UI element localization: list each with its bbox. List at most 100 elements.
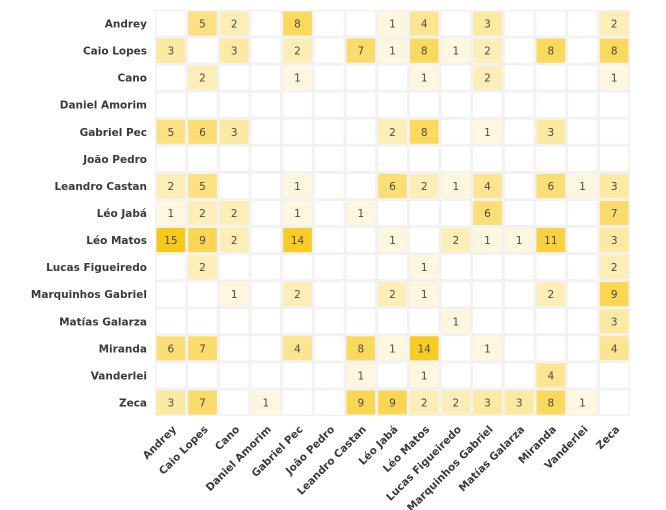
heatmap-cell [219, 38, 249, 63]
cell-value-label: 8 [294, 19, 301, 31]
heatmap-cell [409, 200, 439, 226]
heatmap-cell [283, 363, 312, 388]
heatmap-cell [219, 11, 249, 36]
heatmap-cell [188, 11, 217, 36]
heatmap-cell [504, 363, 534, 388]
cell-value-label: 1 [421, 73, 428, 85]
heatmap-cell [314, 255, 344, 280]
heatmap-cell [536, 92, 566, 117]
row-tick-label: Vanderlei [91, 370, 147, 382]
heatmap-cell [378, 255, 407, 280]
cell-value-label: 8 [421, 127, 428, 139]
heatmap-cell [219, 146, 249, 171]
heatmap-cell [536, 173, 566, 198]
heatmap-cell [378, 200, 407, 226]
heatmap-cell [346, 200, 376, 226]
heatmap-cell [251, 173, 281, 198]
heatmap-cell [251, 309, 281, 334]
row-tick-label: Matías Galarza [59, 316, 147, 328]
row-tick-label: Léo Jabá [97, 208, 147, 220]
heatmap-cell [568, 336, 597, 361]
heatmap-cell [378, 119, 407, 144]
heatmap-cell [536, 38, 566, 63]
heatmap-cell [219, 65, 249, 90]
row-tick-label: Cano [118, 73, 147, 85]
cell-value-label: 4 [611, 343, 618, 355]
cell-value-label: 2 [547, 289, 554, 301]
heatmap-cell [504, 92, 534, 117]
cell-value-label: 8 [547, 46, 554, 58]
heatmap-cell [441, 336, 471, 361]
cell-value-label: 1 [389, 235, 396, 247]
heatmap-cell [409, 38, 439, 63]
heatmap-cell [441, 255, 471, 280]
heatmap-cell [188, 309, 217, 334]
heatmap-cell [409, 309, 439, 334]
row-tick-label: Gabriel Pec [80, 127, 147, 139]
heatmap-cell [378, 173, 407, 198]
heatmap-cell [504, 119, 534, 144]
row-tick-label: Caio Lopes [83, 46, 147, 58]
cell-value-label: 1 [452, 46, 459, 58]
heatmap-cell [473, 336, 502, 361]
heatmap-cell [536, 255, 566, 280]
heatmap-cell [441, 65, 471, 90]
heatmap-cell [599, 363, 629, 388]
heatmap-cell [314, 11, 344, 36]
heatmap-cell [599, 200, 629, 226]
heatmap-cell [219, 336, 249, 361]
heatmap-cell [441, 200, 471, 226]
heatmap-cell [283, 228, 312, 253]
cell-value-label: 5 [167, 127, 174, 139]
heatmap-cell [346, 92, 376, 117]
heatmap-cell [599, 146, 629, 171]
cell-value-label: 2 [389, 127, 396, 139]
heatmap-cell [599, 390, 629, 415]
heatmap-cell [473, 146, 502, 171]
heatmap-cell [378, 228, 407, 253]
heatmap-cell [219, 282, 249, 307]
heatmap-cell [251, 38, 281, 63]
cell-value-label: 1 [357, 208, 364, 220]
cell-value-label: 8 [421, 46, 428, 58]
heatmap-cell [314, 309, 344, 334]
heatmap-cell [473, 92, 502, 117]
cell-value-label: 8 [611, 46, 618, 58]
cell-value-label: 3 [167, 46, 174, 58]
heatmap-cell [219, 173, 249, 198]
heatmap-cell [156, 200, 186, 226]
heatmap-cell [378, 38, 407, 63]
heatmap-cell [473, 390, 502, 415]
cell-value-label: 1 [579, 397, 586, 409]
heatmap-cell [378, 336, 407, 361]
heatmap-cell [409, 119, 439, 144]
heatmap-cell [314, 200, 344, 226]
heatmap-cell [568, 390, 597, 415]
cell-value-label: 3 [484, 397, 491, 409]
heatmap-cell [568, 200, 597, 226]
heatmap-cell [409, 363, 439, 388]
heatmap-cell [156, 146, 186, 171]
heatmap-cell [188, 146, 217, 171]
heatmap-cell [346, 363, 376, 388]
heatmap-cell [188, 363, 217, 388]
cell-value-label: 1 [452, 316, 459, 328]
heatmap-cell [156, 173, 186, 198]
heatmap-cell [599, 282, 629, 307]
cell-value-label: 3 [231, 127, 238, 139]
heatmap-cell [251, 200, 281, 226]
heatmap-cell [504, 200, 534, 226]
heatmap-cell [599, 228, 629, 253]
cell-value-label: 3 [484, 19, 491, 31]
heatmap-cell [219, 255, 249, 280]
heatmap-cell [314, 336, 344, 361]
heatmap-cell [599, 309, 629, 334]
heatmap-cell [536, 228, 566, 253]
cell-value-label: 3 [547, 127, 554, 139]
heatmap-cell [504, 173, 534, 198]
heatmap-cell [283, 200, 312, 226]
heatmap-cell [251, 228, 281, 253]
heatmap-cell [409, 282, 439, 307]
heatmap-cell [473, 200, 502, 226]
heatmap-cell [314, 282, 344, 307]
